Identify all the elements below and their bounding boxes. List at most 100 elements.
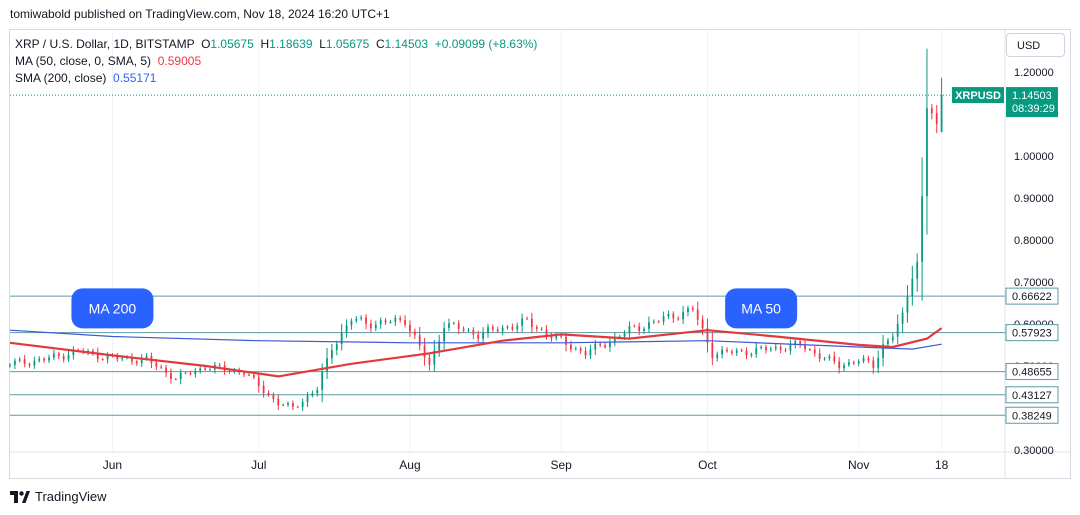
candle[interactable] xyxy=(384,320,387,323)
candle[interactable] xyxy=(491,327,494,330)
candle[interactable] xyxy=(857,361,860,364)
candle[interactable] xyxy=(321,372,324,390)
candle[interactable] xyxy=(116,356,119,360)
candle[interactable] xyxy=(589,349,592,356)
candle[interactable] xyxy=(23,359,26,364)
candle[interactable] xyxy=(521,318,524,326)
candle[interactable] xyxy=(287,403,289,405)
candle[interactable] xyxy=(599,343,602,346)
candle[interactable] xyxy=(262,385,265,393)
candle[interactable] xyxy=(394,317,397,322)
candle[interactable] xyxy=(911,278,914,297)
candle[interactable] xyxy=(516,325,519,330)
candle[interactable] xyxy=(335,344,338,350)
candle[interactable] xyxy=(711,342,714,358)
legend-ma50-row[interactable]: MA (50, close, 0, SMA, 5) 0.59005 xyxy=(15,53,537,70)
candle[interactable] xyxy=(579,348,582,351)
candle[interactable] xyxy=(316,389,319,394)
candle[interactable] xyxy=(38,358,41,361)
candle[interactable] xyxy=(740,350,743,352)
candle[interactable] xyxy=(72,349,75,356)
candle[interactable] xyxy=(696,309,699,320)
candle[interactable] xyxy=(482,332,485,339)
candle[interactable] xyxy=(882,344,884,358)
candle[interactable] xyxy=(726,349,728,352)
candle[interactable] xyxy=(535,326,538,329)
currency-button[interactable]: USD xyxy=(1006,33,1065,57)
candle[interactable] xyxy=(687,308,689,313)
ma50-line[interactable] xyxy=(9,327,943,378)
candle[interactable] xyxy=(560,335,563,337)
candle[interactable] xyxy=(526,318,528,320)
candle[interactable] xyxy=(404,319,406,325)
candle[interactable] xyxy=(823,358,826,360)
candle[interactable] xyxy=(794,341,797,345)
candle[interactable] xyxy=(706,328,709,343)
candle[interactable] xyxy=(877,357,880,368)
candle[interactable] xyxy=(804,344,806,350)
candle[interactable] xyxy=(96,353,99,360)
candle[interactable] xyxy=(13,360,16,365)
candle[interactable] xyxy=(672,313,675,319)
candle[interactable] xyxy=(496,329,499,332)
candle[interactable] xyxy=(340,332,343,345)
candle[interactable] xyxy=(121,357,124,360)
candle[interactable] xyxy=(501,327,504,332)
candle[interactable] xyxy=(379,320,382,325)
candle[interactable] xyxy=(272,394,275,399)
candle[interactable] xyxy=(43,358,46,361)
candle[interactable] xyxy=(769,348,772,351)
candle[interactable] xyxy=(828,356,831,359)
candle[interactable] xyxy=(67,355,70,360)
candle[interactable] xyxy=(228,370,231,372)
candle[interactable] xyxy=(633,326,636,328)
candle[interactable] xyxy=(433,350,436,365)
candle[interactable] xyxy=(843,365,845,369)
candle[interactable] xyxy=(135,361,138,364)
candle[interactable] xyxy=(423,345,426,358)
candle[interactable] xyxy=(677,318,680,320)
candle[interactable] xyxy=(48,357,50,361)
candle[interactable] xyxy=(267,392,270,395)
candle[interactable] xyxy=(282,404,285,406)
candle[interactable] xyxy=(594,343,597,350)
candle[interactable] xyxy=(604,345,606,348)
candle[interactable] xyxy=(652,321,655,323)
candle[interactable] xyxy=(643,328,645,331)
candle[interactable] xyxy=(467,329,470,331)
candle[interactable] xyxy=(296,406,299,408)
candle[interactable] xyxy=(155,362,158,367)
candle[interactable] xyxy=(389,321,392,323)
candle[interactable] xyxy=(477,334,480,339)
candle[interactable] xyxy=(609,341,611,348)
candle[interactable] xyxy=(360,317,363,319)
candle[interactable] xyxy=(784,349,787,351)
candle[interactable] xyxy=(160,366,163,368)
candle[interactable] xyxy=(838,361,841,369)
candle[interactable] xyxy=(52,353,55,358)
candle[interactable] xyxy=(545,329,548,336)
candle[interactable] xyxy=(906,296,909,313)
candle[interactable] xyxy=(189,372,192,375)
candle[interactable] xyxy=(199,368,202,371)
candle[interactable] xyxy=(33,360,36,366)
candle[interactable] xyxy=(257,377,260,386)
candle[interactable] xyxy=(28,363,31,366)
candle[interactable] xyxy=(165,367,167,373)
candle[interactable] xyxy=(399,317,402,320)
candle[interactable] xyxy=(638,326,641,331)
footer-brand[interactable]: TradingView xyxy=(10,489,107,504)
candle[interactable] xyxy=(852,362,855,364)
candle[interactable] xyxy=(170,372,172,380)
candle[interactable] xyxy=(809,349,811,351)
annotation-bubble[interactable] xyxy=(725,288,798,329)
candle[interactable] xyxy=(487,327,489,333)
candle[interactable] xyxy=(916,261,919,279)
candle[interactable] xyxy=(774,346,777,349)
candle[interactable] xyxy=(365,317,367,324)
candle[interactable] xyxy=(799,341,802,345)
candle[interactable] xyxy=(204,368,206,370)
candle[interactable] xyxy=(179,372,182,380)
candle[interactable] xyxy=(716,354,719,358)
candle[interactable] xyxy=(565,336,567,345)
